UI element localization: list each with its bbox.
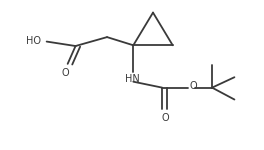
Text: HN: HN xyxy=(125,74,139,84)
Text: HO: HO xyxy=(26,36,41,46)
Text: O: O xyxy=(190,81,197,92)
Text: O: O xyxy=(61,68,69,78)
Text: O: O xyxy=(161,113,169,123)
